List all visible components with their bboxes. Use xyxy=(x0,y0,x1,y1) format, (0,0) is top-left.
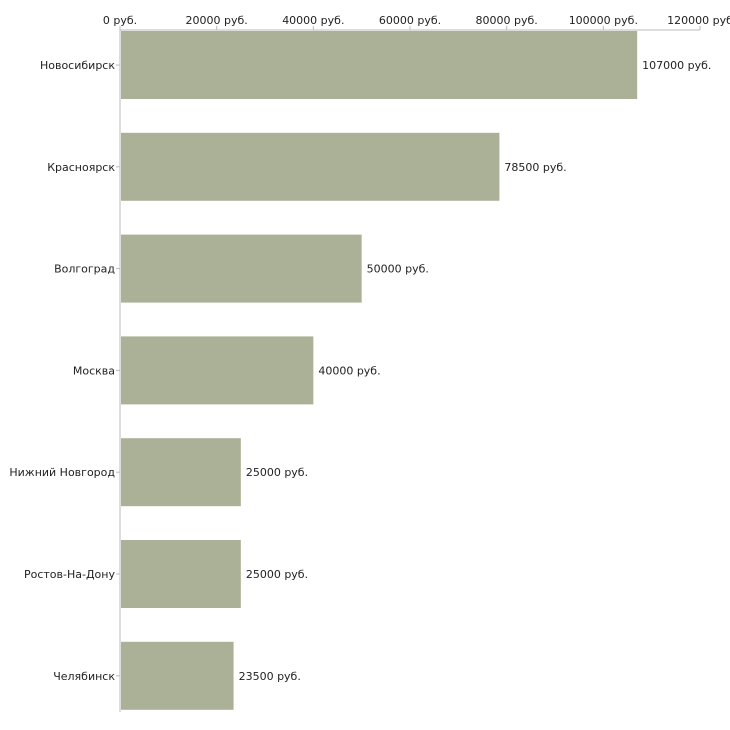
y-axis: Новосибирск Красноярск Волгоград Москва Нижн… xyxy=(9,30,121,712)
value-label: 40000 руб. xyxy=(318,364,380,377)
value-label: 25000 руб. xyxy=(246,568,308,581)
bars-group: 107000 руб. 78500 руб. 50000 руб. 40000 руб… xyxy=(121,31,711,710)
category-label: Новосибирск xyxy=(40,59,115,72)
value-label: 50000 руб. xyxy=(367,263,429,276)
x-tick-label: 20000 руб. xyxy=(186,14,248,27)
bar xyxy=(121,540,241,608)
category-label: Красноярск xyxy=(47,161,115,174)
value-label: 23500 руб. xyxy=(239,670,301,683)
value-label: 78500 руб. xyxy=(504,161,566,174)
x-axis: 0 руб. 20000 руб. 40000 руб. 60000 руб. 8000… xyxy=(103,14,730,31)
bar xyxy=(121,234,362,303)
bar xyxy=(121,641,234,710)
category-label: Челябинск xyxy=(53,670,115,683)
x-tick-label: 100000 руб. xyxy=(569,14,638,27)
category-label: Волгоград xyxy=(54,263,115,276)
x-tick-label: 80000 руб. xyxy=(476,14,538,27)
bar xyxy=(121,31,638,99)
x-tick-label: 0 руб. xyxy=(103,14,137,27)
value-label: 25000 руб. xyxy=(246,466,308,479)
x-tick-label: 60000 руб. xyxy=(379,14,441,27)
bar xyxy=(121,438,241,507)
value-label: 107000 руб. xyxy=(642,59,711,72)
category-label: Нижний Новгород xyxy=(9,466,115,479)
x-tick-label: 40000 руб. xyxy=(282,14,344,27)
bar xyxy=(121,336,314,405)
bar xyxy=(121,132,500,201)
category-label: Москва xyxy=(73,364,115,377)
x-tick-label: 120000 руб xyxy=(667,14,730,27)
category-label: Ростов-На-Дону xyxy=(24,568,115,581)
